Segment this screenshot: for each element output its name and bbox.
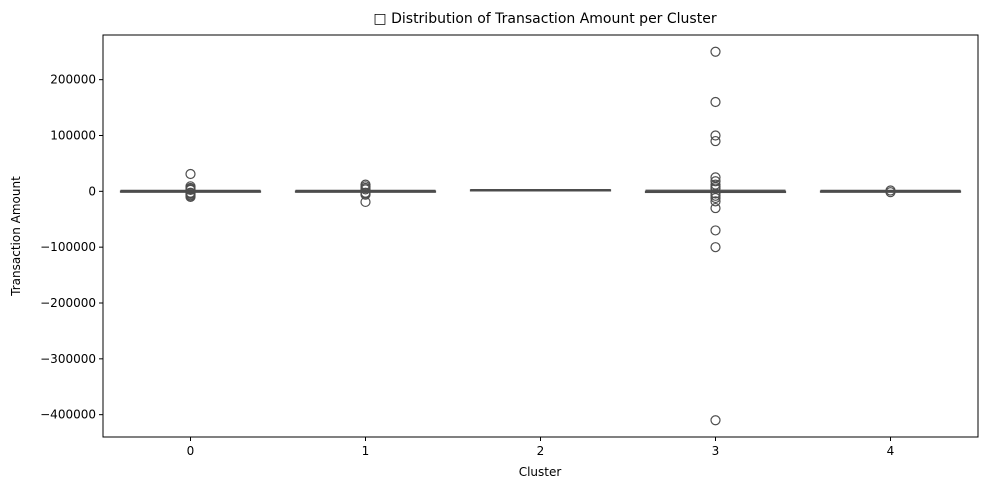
outlier-point	[710, 225, 721, 236]
y-tick-label: −200000	[40, 296, 96, 310]
box-cluster-4	[819, 185, 962, 198]
plot-frame	[102, 34, 979, 438]
y-axis-label: Transaction Amount	[9, 176, 23, 297]
outlier-point	[710, 130, 721, 141]
box-cluster-3	[644, 46, 787, 426]
chart-title: □ Distribution of Transaction Amount per…	[373, 11, 716, 27]
x-tick-label: 1	[362, 444, 370, 458]
outlier-point	[710, 202, 721, 214]
x-tick-label: 4	[887, 444, 895, 458]
outlier-point	[360, 189, 371, 200]
y-tick-label: 100000	[50, 129, 96, 143]
outlier-point	[360, 196, 371, 208]
x-tick-label: 3	[712, 444, 720, 458]
x-tick-label: 2	[537, 444, 545, 458]
y-tick-label: 200000	[50, 73, 96, 87]
outlier-point	[710, 176, 721, 187]
outlier-point	[885, 187, 896, 198]
outlier-point	[710, 46, 721, 57]
outlier-point	[360, 184, 371, 195]
y-tick-label: −400000	[40, 408, 96, 422]
box-cluster-1	[294, 179, 437, 208]
x-tick-label: 0	[187, 444, 195, 458]
box-cluster-2	[469, 188, 612, 192]
y-tick-label: −300000	[40, 352, 96, 366]
outlier-point	[710, 192, 721, 204]
outlier-point	[710, 242, 721, 253]
outlier-point	[185, 168, 196, 180]
x-axis-label: Cluster	[519, 465, 562, 479]
plot-area	[119, 46, 962, 426]
box-cluster-0	[119, 168, 262, 203]
axes: −400000 −300000 −200000 −100000 0 100000 20000…	[40, 73, 894, 458]
outlier-point	[710, 196, 721, 207]
outlier-point	[710, 415, 721, 426]
outlier-point	[710, 135, 721, 147]
outlier-point	[710, 96, 721, 108]
y-tick-label: 0	[88, 184, 96, 198]
y-tick-label: −100000	[40, 240, 96, 254]
outlier-point	[185, 191, 196, 203]
outlier-point	[185, 184, 196, 196]
